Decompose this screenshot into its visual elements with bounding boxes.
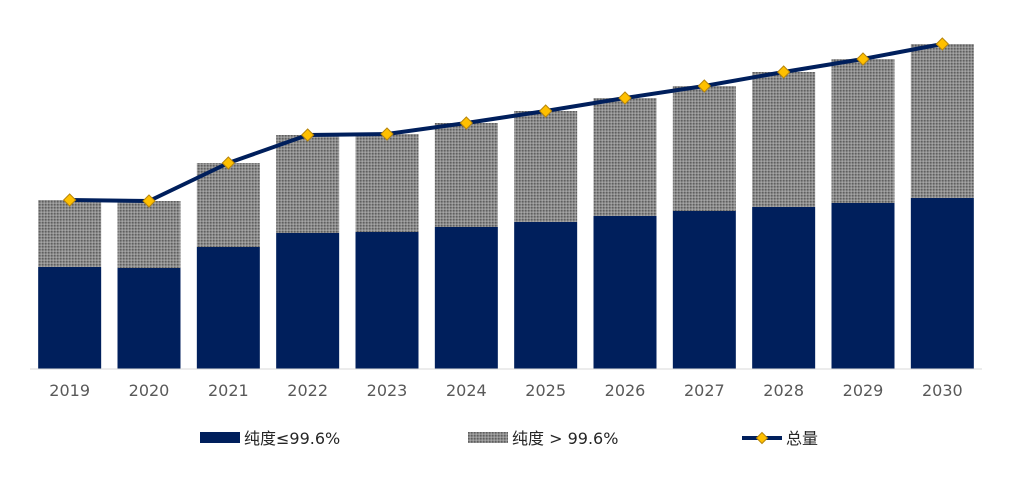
bar-purity-high-2030 (910, 44, 974, 198)
x-tick-label: 2020 (129, 381, 170, 400)
total-marker-2020 (142, 194, 156, 208)
legend-item-purity-high-swatch (468, 432, 508, 443)
bar-purity-low-2024 (434, 227, 498, 369)
x-tick-label: 2022 (287, 381, 328, 400)
x-tick-label: 2030 (922, 381, 963, 400)
legend-item-purity-low-swatch (200, 432, 240, 443)
bar-purity-low-2023 (355, 232, 419, 369)
x-tick-label: 2019 (49, 381, 90, 400)
total-marker-2019 (62, 193, 77, 207)
bar-purity-low-2021 (196, 247, 260, 369)
bar-purity-low-2030 (910, 198, 974, 369)
total-marker-2021 (221, 156, 236, 170)
x-tick-label: 2024 (446, 381, 487, 400)
total-line (69, 42, 943, 203)
bar-purity-high-2023 (355, 134, 419, 232)
total-marker-2028 (776, 65, 791, 79)
total-marker-2029 (856, 52, 870, 66)
legend-item-purity-low: 纯度≤99.6% (200, 429, 340, 448)
legend: 纯度≤99.6% 纯度 > 99.6% 总量 (200, 429, 818, 448)
legend-item-total: 总量 (742, 429, 818, 448)
legend-item-total-label: 总量 (786, 429, 818, 448)
x-tick-label: 2028 (763, 381, 804, 400)
bar-purity-high-2021 (196, 163, 260, 247)
x-tick-label: 2023 (367, 381, 408, 400)
bar-purity-high-2027 (672, 86, 736, 211)
x-tick-label: 2025 (525, 381, 566, 400)
total-marker-2023 (380, 127, 394, 141)
bar-purity-high-2022 (276, 135, 340, 233)
legend-item-purity-high: 纯度 > 99.6% (468, 429, 618, 448)
bars-layer (38, 44, 974, 369)
total-marker-2022 (300, 128, 315, 142)
bar-purity-low-2025 (514, 222, 578, 369)
bar-purity-low-2026 (593, 216, 657, 369)
bar-purity-low-2028 (752, 207, 816, 369)
bar-purity-high-2019 (38, 200, 102, 267)
total-marker-2025 (538, 104, 553, 118)
legend-item-purity-high-label: 纯度 > 99.6% (512, 429, 618, 448)
bar-purity-low-2027 (672, 211, 736, 369)
bar-purity-high-2028 (752, 72, 816, 207)
x-axis-ticks: 2019 2020 2021 2022 2023 2024 2025 2026 2027 2028… (49, 381, 962, 400)
total-marker-2024 (459, 116, 474, 130)
x-tick-label: 2027 (684, 381, 725, 400)
x-tick-label: 2021 (208, 381, 249, 400)
x-tick-label: 2029 (843, 381, 884, 400)
bar-purity-low-2029 (831, 203, 895, 369)
x-tick-label: 2026 (605, 381, 646, 400)
bar-purity-high-2026 (593, 98, 657, 216)
bar-purity-low-2022 (276, 233, 340, 369)
bar-purity-high-2025 (514, 111, 578, 222)
total-line-layer (62, 37, 950, 208)
diamond-marker-icon (755, 431, 769, 445)
total-marker-2026 (618, 91, 632, 105)
legend-item-purity-low-label: 纯度≤99.6% (244, 429, 340, 448)
total-marker-2027 (697, 79, 712, 93)
bar-purity-high-2024 (434, 123, 498, 227)
bar-purity-high-2029 (831, 59, 895, 203)
bar-purity-low-2019 (38, 267, 102, 369)
bar-purity-high-2020 (117, 201, 181, 268)
bar-purity-low-2020 (117, 268, 181, 369)
total-marker-2030 (935, 37, 950, 51)
